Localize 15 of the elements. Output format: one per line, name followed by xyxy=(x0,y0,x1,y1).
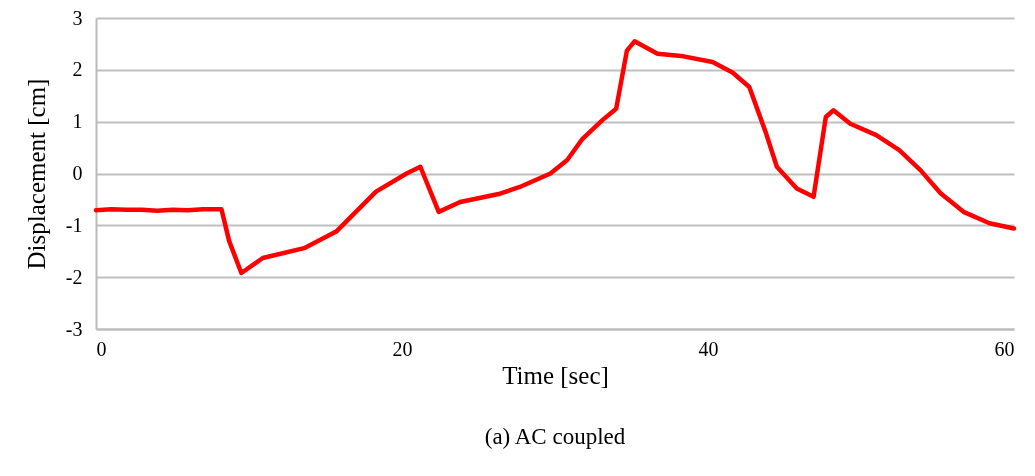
text: (a) AC coupled xyxy=(484,424,626,449)
x-axis-title: Time [sec] xyxy=(502,361,609,389)
y-tick-label: -2 xyxy=(65,265,83,288)
y-tick-label: 1 xyxy=(72,110,83,133)
y-tick-label: -3 xyxy=(65,317,83,340)
y-axis-title: Displacement [cm] xyxy=(22,78,50,270)
x-tick-label: 20 xyxy=(392,337,413,360)
line-series xyxy=(93,39,1017,276)
x-tick-label: 40 xyxy=(698,337,719,360)
y-tick-label: 2 xyxy=(72,58,83,81)
y-tick-label: 3 xyxy=(72,6,83,29)
x-tick-label: 0 xyxy=(96,337,107,360)
x-tick-label: 60 xyxy=(994,337,1015,360)
y-tick-label: -1 xyxy=(65,213,83,236)
y-tick-label: 0 xyxy=(72,162,83,184)
